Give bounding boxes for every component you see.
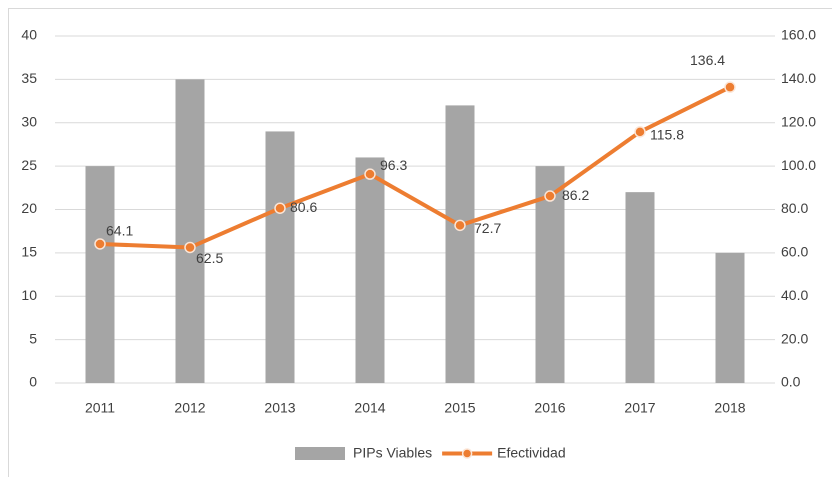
y-tick-label: 15 [21,244,37,260]
bar [715,252,745,383]
y2-tick-label: 140.0 [781,70,816,86]
bar [625,192,655,383]
data-label: 115.8 [650,127,684,143]
line-marker [724,81,736,93]
y2-tick-label: 0.0 [781,374,801,390]
x-tick-label: 2013 [264,400,295,416]
y2-tick-label: 20.0 [781,330,808,346]
x-tick-label: 2017 [624,400,655,416]
y-tick-label: 10 [21,287,37,303]
line-marker [364,168,376,180]
y2-tick-label: 120.0 [781,113,816,129]
x-tick-label: 2018 [714,400,745,416]
y-tick-label: 20 [21,200,37,216]
bar [355,157,385,383]
y-tick-label: 0 [29,374,37,390]
line-marker [454,219,466,232]
x-tick-label: 2014 [354,400,385,416]
y2-tick-label: 160.0 [781,27,816,43]
y2-tick-label: 80.0 [781,200,808,216]
data-label: 72.7 [474,220,501,236]
x-tick-label: 2012 [174,400,205,416]
y-tick-label: 25 [21,157,37,173]
data-label: 136.4 [690,52,725,68]
data-label: 80.6 [290,199,317,215]
data-label: 64.1 [106,223,133,239]
y-tick-label: 5 [29,330,37,346]
x-tick-label: 2015 [444,400,475,416]
line-marker [94,238,106,250]
legend-swatch [295,447,345,460]
y-tick-label: 30 [21,113,37,129]
bar [535,166,565,383]
line-marker [634,126,646,138]
legend-marker [461,448,473,459]
line-marker [184,241,196,254]
data-label: 86.2 [562,187,589,203]
bar [85,166,115,383]
legend-label: Efectividad [497,445,565,461]
bar [175,79,205,383]
data-label: 62.5 [196,250,223,266]
line-marker [544,190,556,202]
bar [265,131,295,383]
line [99,85,731,250]
x-tick-label: 2016 [534,400,565,416]
data-label: 96.3 [380,157,407,173]
y2-tick-label: 60.0 [781,244,808,260]
y2-tick-label: 40.0 [781,287,808,303]
y-tick-label: 40 [21,27,37,43]
line-marker [274,202,286,214]
y2-tick-label: 100.0 [781,157,816,173]
x-tick-label: 2011 [85,400,115,416]
legend-label: PIPs Viables [353,445,432,461]
bar [445,105,475,384]
chart-frame [8,8,832,477]
y-tick-label: 35 [21,70,37,86]
